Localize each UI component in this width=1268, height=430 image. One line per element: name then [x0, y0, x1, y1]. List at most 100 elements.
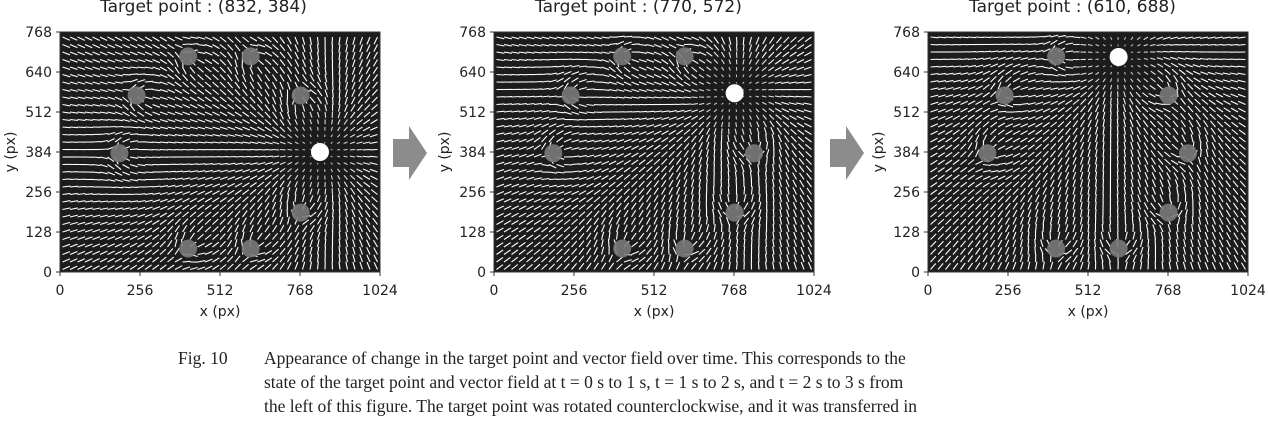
- field-arrow: [1225, 165, 1231, 173]
- field-arrow: [1161, 246, 1164, 255]
- vector-field: [930, 34, 1246, 270]
- field-arrow: [1020, 152, 1028, 158]
- field-arrow: [1020, 57, 1029, 61]
- field-arrow: [69, 118, 78, 121]
- field-arrow: [167, 170, 176, 173]
- field-arrow: [782, 51, 790, 58]
- field-arrow: [302, 162, 306, 165]
- field-arrow: [698, 81, 705, 85]
- field-arrow: [1233, 247, 1239, 255]
- field-arrow: [1123, 84, 1127, 90]
- field-arrow: [691, 74, 698, 79]
- field-arrow: [219, 36, 227, 43]
- field-arrow: [975, 225, 981, 233]
- field-arrow: [774, 66, 782, 72]
- field-arrow: [129, 171, 138, 175]
- field-arrow: [706, 108, 711, 113]
- field-arrow: [257, 209, 263, 218]
- field-arrow: [1187, 83, 1194, 90]
- field-arrow: [571, 233, 578, 240]
- field-arrow: [1050, 157, 1056, 165]
- field-arrow: [1233, 262, 1239, 270]
- field-arrow: [646, 110, 655, 113]
- field-arrow: [316, 188, 320, 195]
- field-arrow: [1223, 100, 1231, 105]
- field-arrow: [772, 194, 775, 203]
- field-arrow: [1027, 43, 1037, 46]
- field-arrow: [601, 125, 610, 128]
- field-arrow: [1027, 144, 1035, 150]
- field-arrow: [189, 183, 198, 188]
- field-arrow: [92, 58, 101, 63]
- field-arrow: [219, 51, 227, 58]
- field-arrow: [668, 143, 676, 150]
- field-arrow: [1050, 93, 1059, 98]
- field-arrow: [1187, 165, 1194, 173]
- field-arrow: [234, 141, 243, 144]
- field-arrow: [518, 58, 527, 61]
- field-arrow: [257, 81, 263, 90]
- field-arrow: [937, 226, 945, 233]
- field-arrow: [779, 209, 783, 218]
- field-arrow: [242, 210, 248, 218]
- field-arrow: [1027, 187, 1033, 195]
- field-arrow: [997, 239, 1003, 248]
- field-arrow: [646, 194, 652, 203]
- field-arrow: [755, 59, 760, 65]
- field-arrow: [189, 104, 198, 109]
- field-arrow: [661, 187, 667, 195]
- field-arrow: [960, 247, 966, 255]
- field-arrow: [338, 59, 341, 68]
- field-arrow: [1034, 209, 1039, 218]
- field-arrow: [960, 240, 967, 248]
- field-arrow: [1238, 122, 1246, 128]
- field-arrow: [578, 86, 587, 91]
- field-arrow: [720, 148, 723, 158]
- field-arrow: [77, 111, 86, 114]
- field-arrow: [144, 257, 152, 263]
- field-arrow: [930, 116, 939, 121]
- field-arrow: [800, 254, 805, 263]
- field-arrow: [309, 81, 316, 89]
- field-arrow: [930, 80, 939, 83]
- field-arrow: [798, 143, 805, 150]
- field-arrow: [294, 134, 299, 138]
- field-arrow: [69, 88, 78, 92]
- field-arrow: [152, 133, 161, 137]
- field-arrow: [1157, 69, 1164, 75]
- field-arrow: [713, 148, 716, 158]
- field-arrow: [503, 168, 512, 173]
- field-arrow: [144, 66, 154, 70]
- field-arrow: [593, 262, 599, 270]
- field-arrow: [761, 66, 767, 72]
- field-arrow: [1005, 50, 1014, 53]
- field-arrow: [1190, 186, 1194, 195]
- field-arrow: [511, 103, 520, 106]
- field-arrow: [99, 139, 109, 143]
- field-arrow: [317, 210, 323, 218]
- field-arrow: [997, 122, 1006, 128]
- field-arrow: [548, 117, 557, 121]
- field-arrow: [518, 227, 527, 233]
- field-arrow: [287, 44, 293, 52]
- field-arrow: [807, 239, 812, 248]
- field-arrow: [496, 264, 504, 270]
- field-arrow: [107, 36, 115, 42]
- field-arrow: [1042, 94, 1051, 98]
- field-arrow: [114, 250, 123, 255]
- field-arrow: [713, 156, 716, 165]
- field-arrow: [967, 247, 974, 255]
- field-arrow: [356, 119, 363, 125]
- field-arrow: [982, 225, 989, 233]
- field-arrow: [197, 126, 206, 130]
- field-arrow: [578, 169, 587, 173]
- field-arrow: [601, 139, 610, 143]
- field-arrow: [357, 195, 363, 203]
- field-arrow: [1072, 194, 1076, 203]
- field-arrow: [1072, 179, 1076, 188]
- field-arrow: [1072, 92, 1081, 98]
- field-arrow: [1142, 113, 1149, 120]
- field-arrow: [316, 231, 321, 240]
- field-arrow: [1207, 64, 1216, 68]
- field-arrow: [107, 228, 116, 233]
